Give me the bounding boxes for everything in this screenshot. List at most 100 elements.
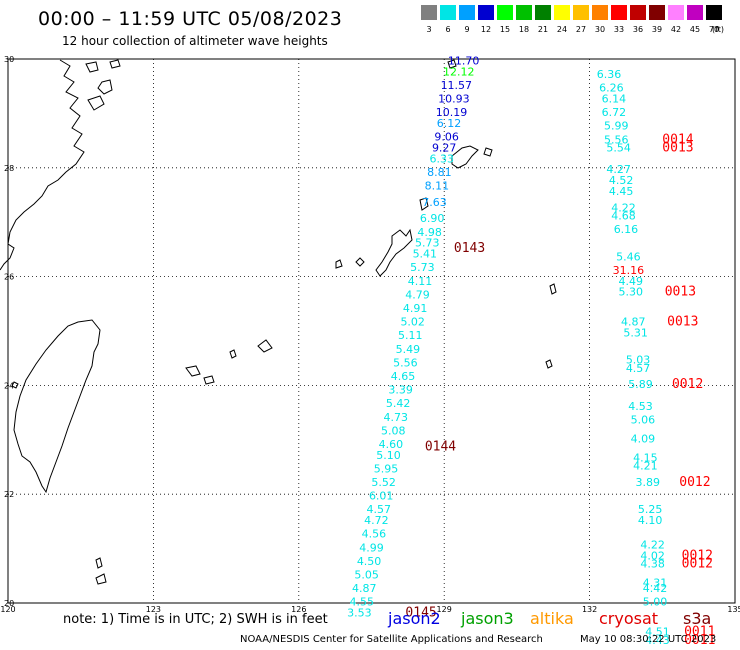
wave-height-reading: 6.14	[602, 93, 627, 106]
legend-swatch	[611, 5, 627, 20]
satellite-name: jason3	[461, 609, 514, 628]
altimeter-track-west: 11.7012.1211.5710.9310.196.129.069.276.3…	[347, 54, 485, 620]
wave-height-reading: 4.15	[633, 452, 658, 465]
wave-height-reading: 5.54	[606, 141, 631, 154]
legend-swatch	[459, 5, 475, 20]
wave-height-reading: 11.70	[448, 54, 480, 67]
wave-height-reading: 6.33	[430, 152, 455, 165]
wave-height-reading: 5.99	[604, 120, 629, 133]
footer-note: note: 1) Time is in UTC; 2) SWH is in fe…	[63, 612, 328, 627]
okinawa-island	[375, 228, 413, 277]
wave-height-reading: 6.01	[369, 490, 394, 503]
pass-time-label: 0145	[405, 606, 436, 621]
satellite-name: cryosat	[599, 609, 659, 628]
legend-label: 12	[480, 25, 492, 34]
legend-label: 21	[537, 25, 549, 34]
legend-label: 9	[464, 25, 470, 34]
wave-height-reading: 12.12	[443, 65, 475, 78]
latitude-label: 26	[4, 273, 14, 282]
wave-height-reading: 4.53	[628, 400, 653, 413]
wave-height-reading: 4.79	[405, 288, 430, 301]
satellite-name: altika	[530, 609, 574, 628]
wave-height-reading: 8.81	[427, 166, 452, 179]
wave-height-reading: 6.36	[597, 68, 622, 81]
wave-height-reading: 4.73	[383, 411, 408, 424]
wave-height-reading: 4.57	[367, 503, 392, 516]
wave-height-reading: 4.55	[350, 596, 375, 609]
tokunoshima-island	[419, 197, 429, 211]
small-islet	[95, 283, 557, 585]
wave-height-reading: 6.26	[599, 82, 624, 95]
wave-height-reading: 7.63	[422, 196, 447, 209]
longitude-label: 120	[0, 605, 15, 614]
wave-height-reading: 5.11	[398, 329, 423, 342]
pass-time-label: 0143	[454, 241, 485, 256]
china-coastline	[0, 59, 85, 271]
coastlines	[0, 59, 557, 585]
pass-time-label: 0013	[667, 315, 698, 330]
legend-label: 27	[575, 25, 587, 34]
legend-label: 15	[499, 25, 511, 34]
wave-height-reading: 5.06	[631, 413, 656, 426]
kyushu-islands	[447, 59, 493, 157]
longitude-label: 132	[582, 605, 597, 614]
longitude-label: 135	[727, 605, 740, 614]
legend-label: 39	[651, 25, 663, 34]
legend-swatch	[554, 5, 570, 20]
wave-height-reading: 4.09	[631, 433, 656, 446]
wave-height-reading: 5.25	[638, 503, 663, 516]
wave-height-reading: 4.42	[643, 582, 668, 595]
wave-height-reading: 5.30	[619, 286, 644, 299]
pass-time-label: 0014	[662, 132, 693, 147]
legend-label: 70	[708, 25, 720, 34]
wave-height-reading: 10.19	[436, 106, 468, 119]
wave-height-reading: 4.87	[621, 316, 646, 329]
pass-time-label: 0012	[682, 548, 713, 563]
wave-height-reading: 5.95	[374, 462, 399, 475]
wave-height-reading: 5.03	[626, 354, 651, 367]
legend-label: 18	[518, 25, 530, 34]
wave-height-reading: 4.99	[359, 541, 384, 554]
map-frame	[7, 58, 736, 604]
wave-height-reading: 5.02	[400, 316, 425, 329]
wave-height-reading: 5.46	[616, 250, 641, 263]
wave-height-reading: 4.60	[379, 438, 404, 451]
wave-height-reading: 4.65	[391, 370, 416, 383]
wave-height-reading: 4.43	[645, 634, 670, 647]
legend-swatch	[516, 5, 532, 20]
legend-label: 24	[556, 25, 568, 34]
legend-swatch	[668, 5, 684, 20]
wave-height-reading: 4.57	[626, 362, 651, 375]
wave-height-reading: 5.89	[628, 378, 653, 391]
wave-height-reading: 4.38	[640, 558, 665, 571]
legend-label: 30	[594, 25, 606, 34]
wave-height-reading: 5.05	[354, 569, 379, 582]
satellite-name: s3a	[683, 609, 712, 628]
wave-height-reading: 4.91	[403, 302, 428, 315]
zhoushan-islands	[85, 59, 121, 111]
latitude-label: 22	[4, 490, 14, 499]
wave-height-reading: 4.11	[408, 275, 433, 288]
legend-swatch	[592, 5, 608, 20]
wave-height-reading: 4.27	[606, 163, 631, 176]
altimeter-track-east: 6.366.266.146.725.995.565.54 4.274.524.45…	[597, 68, 716, 648]
wave-height-reading: 4.68	[611, 209, 636, 222]
longitude-label: 129	[437, 605, 452, 614]
legend-label: 36	[632, 25, 644, 34]
wave-height-reading: 3.89	[636, 476, 661, 489]
legend-label: 3	[426, 25, 432, 34]
wave-height-reading: 6.90	[420, 212, 445, 225]
wave-height-reading: 10.93	[438, 93, 470, 106]
pass-time-label: 0144	[425, 440, 456, 455]
latitude-label: 30	[4, 55, 14, 64]
wave-height-reading: 4.49	[619, 275, 644, 288]
wave-height-reading: 5.56	[604, 133, 629, 146]
wave-height-reading: 11.57	[441, 79, 473, 92]
wave-height-reading: 5.42	[386, 397, 411, 410]
wave-height-reading: 9.27	[432, 141, 457, 154]
taiwan-coastline	[13, 319, 101, 494]
wave-height-reading: 4.21	[633, 460, 658, 473]
wave-height-reading: 3.53	[347, 607, 372, 620]
